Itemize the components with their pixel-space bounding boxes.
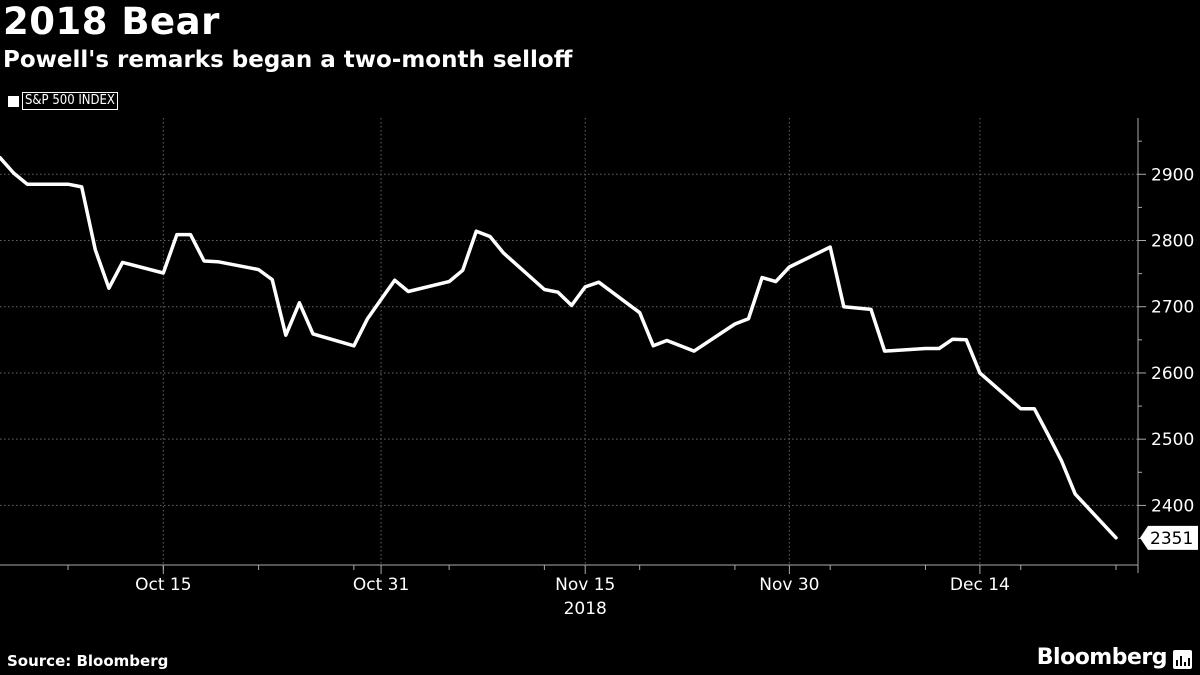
- legend-label: S&P 500 INDEX: [22, 92, 118, 110]
- x-tick-label: Dec 14: [950, 575, 1010, 595]
- axes: [0, 118, 1146, 574]
- chart-subtitle: Powell's remarks began a two-month sello…: [3, 47, 573, 73]
- series-line-sp500: [0, 155, 1118, 540]
- legend-swatch: [8, 95, 19, 107]
- x-tick-label: Oct 15: [135, 575, 191, 595]
- labels: Oct 15 Oct 31 Nov 15 Nov 30 Dec 14 2018 2400 25…: [135, 165, 1198, 619]
- legend: S&P 500 INDEX: [8, 92, 118, 110]
- y-tick-label: 2400: [1151, 496, 1194, 516]
- chart-title: 2018 Bear: [3, 0, 220, 43]
- y-tick-label: 2500: [1151, 430, 1194, 450]
- x-tick-label: Nov 30: [759, 575, 819, 595]
- y-tick-label: 2800: [1151, 232, 1194, 252]
- last-value-label: 2351: [1150, 529, 1193, 549]
- grid: [0, 118, 1138, 565]
- source-note: Source: Bloomberg: [7, 652, 169, 670]
- x-tick-label: Oct 31: [353, 575, 409, 595]
- y-tick-label: 2900: [1151, 165, 1194, 185]
- x-tick-label: Nov 15: [555, 575, 615, 595]
- bloomberg-terminal-icon: [1173, 650, 1192, 669]
- series: [0, 155, 1118, 540]
- y-tick-label: 2700: [1151, 298, 1194, 318]
- x-year-label: 2018: [564, 599, 607, 619]
- brand-logo-text: Bloomberg: [1036, 645, 1168, 670]
- y-tick-label: 2600: [1151, 364, 1194, 384]
- last-value-tag: [1140, 525, 1198, 550]
